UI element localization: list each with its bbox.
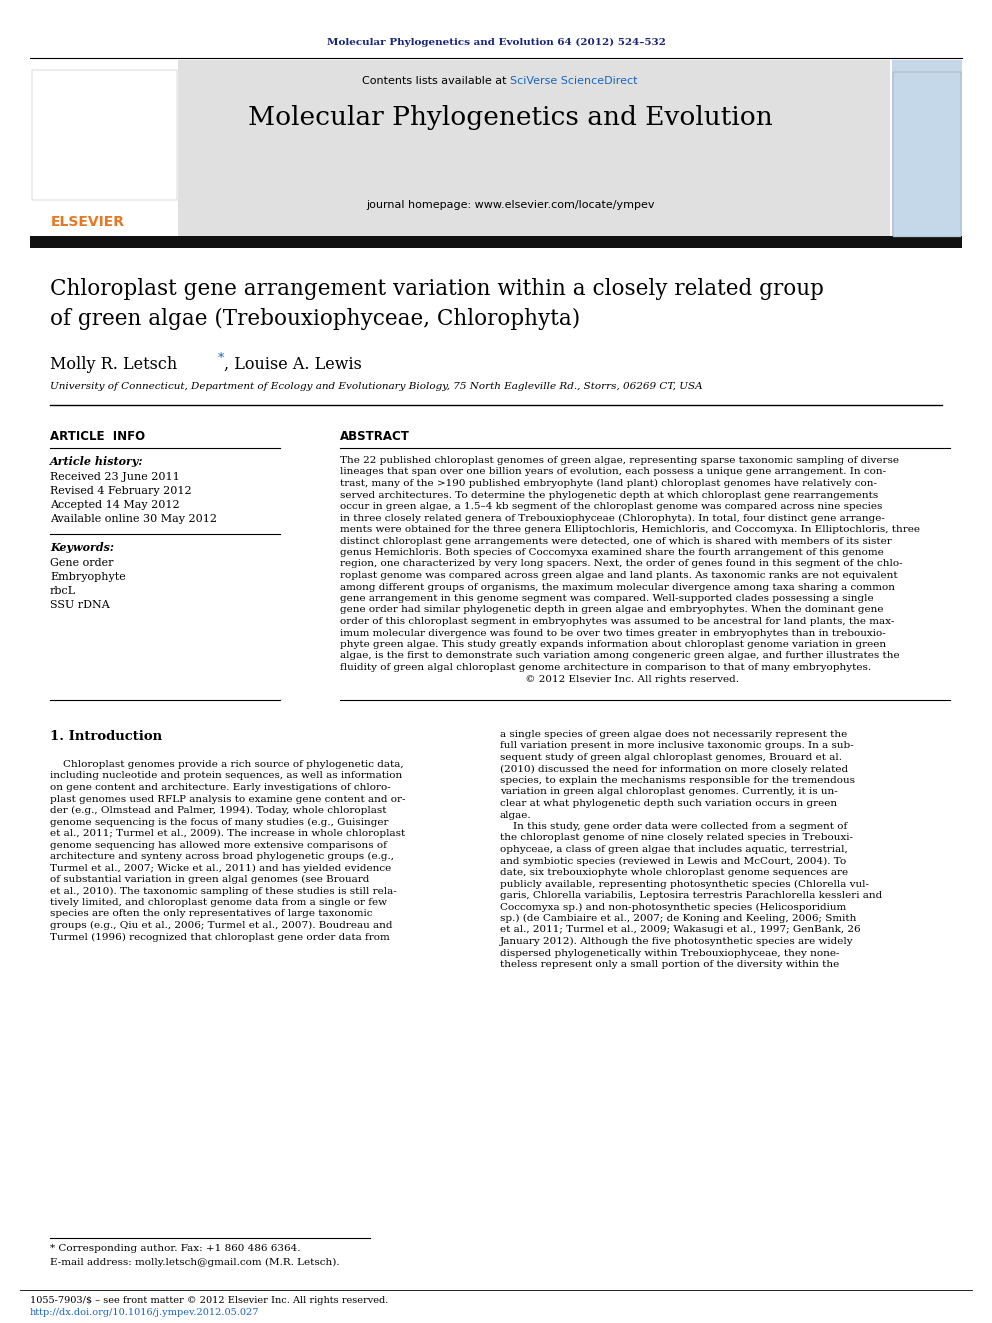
Text: (2010) discussed the need for information on more closely related: (2010) discussed the need for informatio…	[500, 765, 848, 774]
Text: served architectures. To determine the phylogenetic depth at which chloroplast g: served architectures. To determine the p…	[340, 491, 878, 500]
Text: Revised 4 February 2012: Revised 4 February 2012	[50, 486, 191, 496]
Text: algae, is the first to demonstrate such variation among congeneric green algae, : algae, is the first to demonstrate such …	[340, 651, 900, 660]
Text: rbcL: rbcL	[50, 586, 76, 595]
Text: garis, Chlorella variabilis, Leptosira terrestris Parachlorella kessleri and: garis, Chlorella variabilis, Leptosira t…	[500, 890, 882, 900]
Text: date, six trebouxiophyte whole chloroplast genome sequences are: date, six trebouxiophyte whole chloropla…	[500, 868, 848, 877]
Bar	[30, 60, 178, 239]
Text: ARTICLE  INFO: ARTICLE INFO	[50, 430, 145, 443]
Text: order of this chloroplast segment in embryophytes was assumed to be ancestral fo: order of this chloroplast segment in emb…	[340, 617, 895, 626]
Text: , Louise A. Lewis: , Louise A. Lewis	[224, 356, 362, 373]
Text: imum molecular divergence was found to be over two times greater in embryophytes: imum molecular divergence was found to b…	[340, 628, 886, 638]
Text: region, one characterized by very long spacers. Next, the order of genes found i: region, one characterized by very long s…	[340, 560, 903, 569]
Text: Molecular Phylogenetics and Evolution 64 (2012) 524–532: Molecular Phylogenetics and Evolution 64…	[326, 38, 666, 48]
Text: phyte green algae. This study greatly expands information about chloroplast geno: phyte green algae. This study greatly ex…	[340, 640, 886, 650]
Text: plast genomes used RFLP analysis to examine gene content and or-: plast genomes used RFLP analysis to exam…	[50, 795, 406, 803]
Text: genome sequencing has allowed more extensive comparisons of: genome sequencing has allowed more exten…	[50, 840, 387, 849]
Text: ments were obtained for the three genera Elliptochloris, Hemichloris, and Coccom: ments were obtained for the three genera…	[340, 525, 920, 534]
Text: journal homepage: www.elsevier.com/locate/ympev: journal homepage: www.elsevier.com/locat…	[366, 200, 655, 210]
Text: et al., 2010). The taxonomic sampling of these studies is still rela-: et al., 2010). The taxonomic sampling of…	[50, 886, 397, 896]
Text: Turmel (1996) recognized that chloroplast gene order data from: Turmel (1996) recognized that chloroplas…	[50, 933, 390, 942]
Text: Keywords:: Keywords:	[50, 542, 114, 553]
Bar	[30, 60, 890, 239]
Text: SSU rDNA: SSU rDNA	[50, 601, 110, 610]
Text: gene order had similar phylogenetic depth in green algae and embryophytes. When : gene order had similar phylogenetic dept…	[340, 606, 884, 614]
Text: Turmel et al., 2007; Wicke et al., 2011) and has yielded evidence: Turmel et al., 2007; Wicke et al., 2011)…	[50, 864, 391, 873]
Text: In this study, gene order data were collected from a segment of: In this study, gene order data were coll…	[500, 822, 847, 831]
Text: ELSEVIER: ELSEVIER	[51, 216, 125, 229]
Text: trast, many of the >190 published embryophyte (land plant) chloroplast genomes h: trast, many of the >190 published embryo…	[340, 479, 877, 488]
Text: ophyceae, a class of green algae that includes aquatic, terrestrial,: ophyceae, a class of green algae that in…	[500, 845, 848, 855]
Text: a single species of green algae does not necessarily represent the: a single species of green algae does not…	[500, 730, 847, 740]
Text: including nucleotide and protein sequences, as well as information: including nucleotide and protein sequenc…	[50, 771, 402, 781]
Text: roplast genome was compared across green algae and land plants. As taxonomic ran: roplast genome was compared across green…	[340, 572, 898, 579]
Text: lineages that span over one billion years of evolution, each possess a unique ge: lineages that span over one billion year…	[340, 467, 886, 476]
Text: of green algae (Trebouxiophyceae, Chlorophyta): of green algae (Trebouxiophyceae, Chloro…	[50, 308, 580, 331]
Text: The 22 published chloroplast genomes of green algae, representing sparse taxonom: The 22 published chloroplast genomes of …	[340, 456, 899, 464]
Text: January 2012). Although the five photosynthetic species are widely: January 2012). Although the five photosy…	[500, 937, 854, 946]
Text: *: *	[218, 352, 224, 365]
Text: Molly R. Letsch: Molly R. Letsch	[50, 356, 178, 373]
Text: theless represent only a small portion of the diversity within the: theless represent only a small portion o…	[500, 960, 839, 968]
Text: Gene order: Gene order	[50, 558, 113, 568]
Text: clear at what phylogenetic depth such variation occurs in green: clear at what phylogenetic depth such va…	[500, 799, 837, 808]
Text: genus Hemichloris. Both species of Coccomyxa examined share the fourth arrangeme: genus Hemichloris. Both species of Cocco…	[340, 548, 884, 557]
Text: algae.: algae.	[500, 811, 532, 819]
Text: genome sequencing is the focus of many studies (e.g., Guisinger: genome sequencing is the focus of many s…	[50, 818, 389, 827]
Text: Available online 30 May 2012: Available online 30 May 2012	[50, 515, 217, 524]
Bar	[893, 71, 961, 237]
Text: E-mail address: molly.letsch@gmail.com (M.R. Letsch).: E-mail address: molly.letsch@gmail.com (…	[50, 1258, 339, 1267]
Text: University of Connecticut, Department of Ecology and Evolutionary Biology, 75 No: University of Connecticut, Department of…	[50, 382, 702, 392]
Bar	[32, 70, 177, 200]
Text: distinct chloroplast gene arrangements were detected, one of which is shared wit: distinct chloroplast gene arrangements w…	[340, 537, 892, 545]
Text: species are often the only representatives of large taxonomic: species are often the only representativ…	[50, 909, 373, 918]
Text: 1. Introduction: 1. Introduction	[50, 730, 162, 744]
Bar	[892, 60, 962, 239]
Text: Coccomyxa sp.) and non-photosynthetic species (Helicosporidium: Coccomyxa sp.) and non-photosynthetic sp…	[500, 902, 846, 912]
Text: Accepted 14 May 2012: Accepted 14 May 2012	[50, 500, 180, 509]
Text: Received 23 June 2011: Received 23 June 2011	[50, 472, 180, 482]
Text: * Corresponding author. Fax: +1 860 486 6364.: * Corresponding author. Fax: +1 860 486 …	[50, 1244, 301, 1253]
Text: SciVerse ScienceDirect: SciVerse ScienceDirect	[510, 75, 638, 86]
Text: groups (e.g., Qiu et al., 2006; Turmel et al., 2007). Boudreau and: groups (e.g., Qiu et al., 2006; Turmel e…	[50, 921, 393, 930]
Text: der (e.g., Olmstead and Palmer, 1994). Today, whole chloroplast: der (e.g., Olmstead and Palmer, 1994). T…	[50, 806, 387, 815]
Text: full variation present in more inclusive taxonomic groups. In a sub-: full variation present in more inclusive…	[500, 741, 854, 750]
Text: publicly available, representing photosynthetic species (Chlorella vul-: publicly available, representing photosy…	[500, 880, 869, 889]
Text: ABSTRACT: ABSTRACT	[340, 430, 410, 443]
Text: Article history:: Article history:	[50, 456, 144, 467]
Text: tively limited, and chloroplast genome data from a single or few: tively limited, and chloroplast genome d…	[50, 898, 387, 908]
Text: Molecular Phylogenetics and Evolution: Molecular Phylogenetics and Evolution	[248, 105, 773, 130]
Text: Embryophyte: Embryophyte	[50, 572, 126, 582]
Text: architecture and synteny across broad phylogenetic groups (e.g.,: architecture and synteny across broad ph…	[50, 852, 394, 861]
Text: variation in green algal chloroplast genomes. Currently, it is un-: variation in green algal chloroplast gen…	[500, 787, 838, 796]
Text: sp.) (de Cambiaire et al., 2007; de Koning and Keeling, 2006; Smith: sp.) (de Cambiaire et al., 2007; de Koni…	[500, 914, 856, 923]
Text: in three closely related genera of Trebouxiophyceae (Chlorophyta). In total, fou: in three closely related genera of Trebo…	[340, 513, 885, 523]
Text: of substantial variation in green algal genomes (see Brouard: of substantial variation in green algal …	[50, 875, 369, 884]
Text: occur in green algae, a 1.5–4 kb segment of the chloroplast genome was compared : occur in green algae, a 1.5–4 kb segment…	[340, 501, 882, 511]
Text: gene arrangement in this genome segment was compared. Well-supported clades poss: gene arrangement in this genome segment …	[340, 594, 874, 603]
Text: on gene content and architecture. Early investigations of chloro-: on gene content and architecture. Early …	[50, 783, 391, 792]
Text: Chloroplast genomes provide a rich source of phylogenetic data,: Chloroplast genomes provide a rich sourc…	[50, 759, 404, 769]
Text: © 2012 Elsevier Inc. All rights reserved.: © 2012 Elsevier Inc. All rights reserved…	[340, 675, 739, 684]
Text: et al., 2011; Turmel et al., 2009). The increase in whole chloroplast: et al., 2011; Turmel et al., 2009). The …	[50, 830, 406, 839]
Text: the chloroplast genome of nine closely related species in Trebouxi-: the chloroplast genome of nine closely r…	[500, 833, 853, 843]
Text: 1055-7903/$ – see front matter © 2012 Elsevier Inc. All rights reserved.: 1055-7903/$ – see front matter © 2012 El…	[30, 1297, 389, 1304]
Text: fluidity of green algal chloroplast genome architecture in comparison to that of: fluidity of green algal chloroplast geno…	[340, 663, 871, 672]
Text: sequent study of green algal chloroplast genomes, Brouard et al.: sequent study of green algal chloroplast…	[500, 753, 842, 762]
Text: species, to explain the mechanisms responsible for the tremendous: species, to explain the mechanisms respo…	[500, 777, 855, 785]
Text: among different groups of organisms, the maximum molecular divergence among taxa: among different groups of organisms, the…	[340, 582, 895, 591]
Text: et al., 2011; Turmel et al., 2009; Wakasugi et al., 1997; GenBank, 26: et al., 2011; Turmel et al., 2009; Wakas…	[500, 926, 861, 934]
Text: http://dx.doi.org/10.1016/j.ympev.2012.05.027: http://dx.doi.org/10.1016/j.ympev.2012.0…	[30, 1308, 260, 1316]
Bar	[30, 235, 962, 247]
Text: Contents lists available at: Contents lists available at	[362, 75, 510, 86]
Text: Chloroplast gene arrangement variation within a closely related group: Chloroplast gene arrangement variation w…	[50, 278, 824, 300]
Text: dispersed phylogenetically within Trebouxiophyceae, they none-: dispersed phylogenetically within Trebou…	[500, 949, 839, 958]
Text: and symbiotic species (reviewed in Lewis and McCourt, 2004). To: and symbiotic species (reviewed in Lewis…	[500, 856, 846, 865]
